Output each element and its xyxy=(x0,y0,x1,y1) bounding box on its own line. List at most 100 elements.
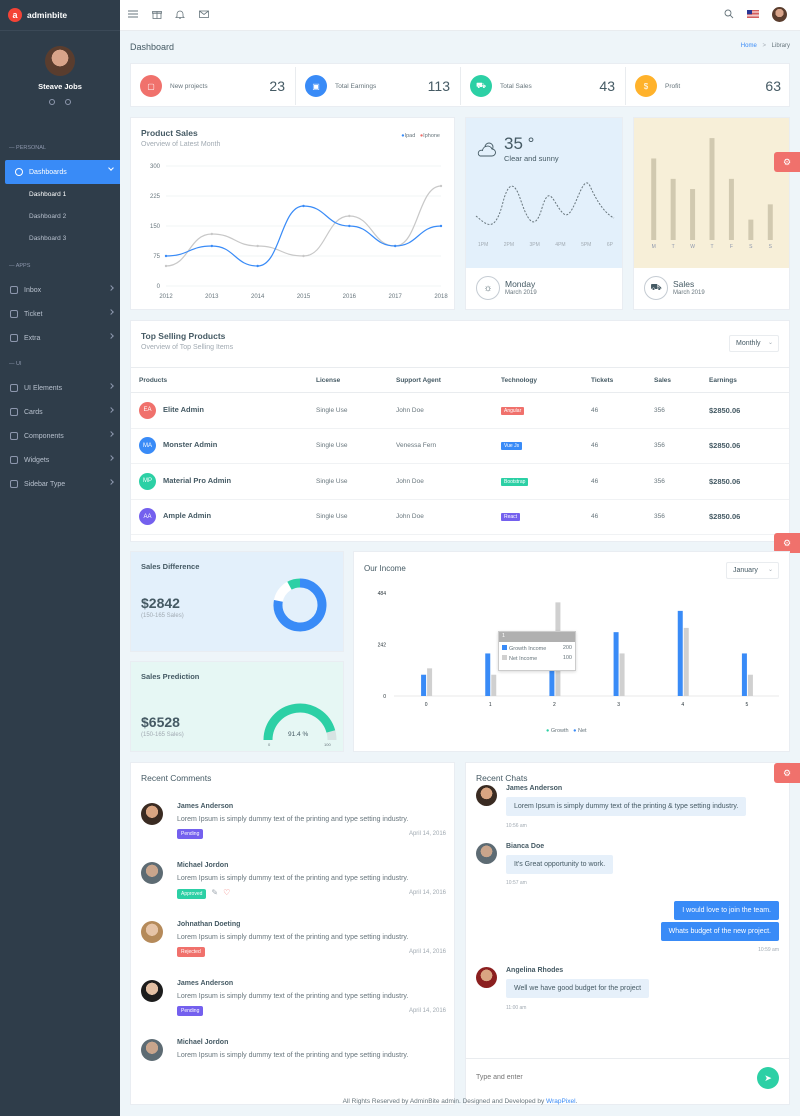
table-row[interactable]: AA Ample Admin Single Use John Doe React … xyxy=(131,499,789,535)
comment-item[interactable]: Michael Jordon Lorem Ipsum is simply dum… xyxy=(141,862,446,912)
tickets: 46 xyxy=(591,392,654,429)
heart-icon[interactable]: ♡ xyxy=(223,888,231,897)
sales-date: March 2019 xyxy=(673,290,705,296)
gear-icon: ⚙ xyxy=(782,767,792,778)
settings-toggle-button[interactable]: ⚙ xyxy=(774,763,800,783)
tickets: 46 xyxy=(591,499,654,535)
breadcrumb-separator: > xyxy=(762,43,766,49)
sidebar-item-ticket[interactable]: Ticket xyxy=(0,302,120,326)
product-name: Material Pro Admin xyxy=(163,475,232,485)
sidebar-subitem-dashboard-1[interactable]: Dashboard 1 xyxy=(29,191,67,198)
sidebar-subitem-dashboard-3[interactable]: Dashboard 3 xyxy=(29,235,67,242)
stat-label: Total Earnings xyxy=(335,82,377,90)
breadcrumb-home[interactable]: Home xyxy=(740,43,757,49)
sidebar-item-components[interactable]: Components xyxy=(0,424,120,448)
sidebar-item-sidebar-type[interactable]: Sidebar Type xyxy=(0,472,120,496)
chevron-down-icon xyxy=(108,165,114,171)
day-label: T xyxy=(672,244,675,250)
table-row[interactable]: EA Elite Admin Single Use John Doe Angula… xyxy=(131,392,789,429)
sidebar-subitem-dashboard-2[interactable]: Dashboard 2 xyxy=(29,213,67,220)
comment-item[interactable]: Michael Jordon Lorem Ipsum is simply dum… xyxy=(141,1039,446,1089)
recent-chats-card: Recent Chats James Anderson Lorem Ipsum … xyxy=(465,762,790,1105)
period-select[interactable]: Monthly ⌄ xyxy=(729,335,779,352)
license: Single Use xyxy=(316,428,396,464)
donut-segment-secondary xyxy=(287,578,301,590)
briefcase-icon: ▢ xyxy=(140,75,162,97)
stat-new-projects: ▢ New projects 23 xyxy=(131,67,296,105)
settings-toggle-button[interactable]: ⚙ xyxy=(774,533,800,553)
data-point xyxy=(302,204,305,208)
support-agent: Venessa Fern xyxy=(396,428,501,464)
settings-icon[interactable] xyxy=(49,99,55,105)
x-tick-label: 0 xyxy=(425,702,428,708)
time-label: 2PM xyxy=(503,242,515,248)
comment-item[interactable]: James Anderson Lorem Ipsum is simply dum… xyxy=(141,803,446,853)
bar-net xyxy=(619,653,625,696)
edit-icon[interactable]: ✎ xyxy=(211,888,219,897)
x-tick-label: 5 xyxy=(746,702,749,708)
time-label: 5PM xyxy=(581,242,592,248)
sales-difference-card: Sales Difference $2842 (150-165 Sales) xyxy=(130,551,344,652)
chat-author: Angelina Rhodes xyxy=(506,967,564,974)
stat-value: 113 xyxy=(427,78,450,94)
earnings: $2850.06 xyxy=(709,392,789,429)
footer-end: . xyxy=(575,1098,578,1105)
chat-author: James Anderson xyxy=(506,785,563,792)
tickets: 46 xyxy=(591,463,654,500)
avatar[interactable] xyxy=(45,46,75,76)
table-row[interactable]: MA Monster Admin Single Use Venessa Fern … xyxy=(131,428,789,464)
sidebar: a adminbite Steave Jobs — PERSONAL Dashb… xyxy=(0,0,120,1116)
stat-label: New projects xyxy=(170,82,208,90)
day-label: W xyxy=(690,244,695,250)
search-icon[interactable] xyxy=(724,9,734,19)
sidebar-item-inbox[interactable]: Inbox xyxy=(0,278,120,302)
comment-item[interactable]: Johnathan Doeting Lorem Ipsum is simply … xyxy=(141,921,446,971)
sidebar-item-cards[interactable]: Cards xyxy=(0,400,120,424)
chevron-right-icon xyxy=(108,285,114,291)
brand[interactable]: a adminbite xyxy=(0,0,120,31)
sales-bar xyxy=(748,219,754,240)
bell-icon[interactable] xyxy=(175,9,185,19)
sidebar-item-extra[interactable]: Extra xyxy=(0,326,120,350)
sales-title: Sales xyxy=(673,279,695,289)
mail-icon[interactable] xyxy=(199,9,209,19)
status-badge: Pending xyxy=(177,1006,204,1016)
gift-icon[interactable] xyxy=(152,9,162,19)
product-avatar: EA xyxy=(139,401,156,419)
bar-net xyxy=(747,674,753,696)
page-title: Dashboard xyxy=(130,42,175,52)
sales-bar xyxy=(670,178,676,240)
x-tick-label: 2018 xyxy=(434,294,448,300)
chat-author: Bianca Doe xyxy=(506,843,545,850)
settings-toggle-button[interactable]: ⚙ xyxy=(774,152,800,172)
send-button[interactable]: ➤ xyxy=(757,1067,779,1089)
sales: 356 xyxy=(654,463,709,500)
status-badge: Rejected xyxy=(177,947,205,957)
sidebar-item-ui-elements[interactable]: UI Elements xyxy=(0,376,120,400)
day-label: S xyxy=(749,244,753,250)
chevron-right-icon xyxy=(108,407,114,413)
sales: 356 xyxy=(654,499,709,535)
cloud-sun-icon xyxy=(477,142,496,157)
user-avatar[interactable] xyxy=(772,7,787,22)
table-row[interactable]: MP Material Pro Admin Single Use John Doe… xyxy=(131,463,789,500)
chevron-right-icon xyxy=(108,383,114,389)
menu-icon[interactable] xyxy=(128,9,138,19)
footer-link[interactable]: WrapPixel xyxy=(546,1098,576,1105)
profile-name[interactable]: Steave Jobs xyxy=(38,82,82,91)
stat-total-sales: ⛟ Total Sales 43 xyxy=(461,67,626,105)
sidebar-item-label: Components xyxy=(24,432,64,440)
sidebar-item-widgets[interactable]: Widgets xyxy=(0,448,120,472)
us-flag-icon[interactable] xyxy=(747,10,759,18)
nav-section-ui: — UI xyxy=(9,361,22,367)
chat-time: 11:00 am xyxy=(506,1005,527,1011)
comment-item[interactable]: James Anderson Lorem Ipsum is simply dum… xyxy=(141,980,446,1030)
month-select[interactable]: January ⌄ xyxy=(726,562,779,579)
day-label: S xyxy=(769,244,773,250)
card-subtitle: Overview of Latest Month xyxy=(141,141,221,148)
power-icon[interactable] xyxy=(65,99,71,105)
chat-input[interactable] xyxy=(476,1067,736,1087)
sidebar-item-dashboards[interactable]: Dashboards xyxy=(5,160,120,184)
sidebar-item-label: Inbox xyxy=(24,286,42,294)
